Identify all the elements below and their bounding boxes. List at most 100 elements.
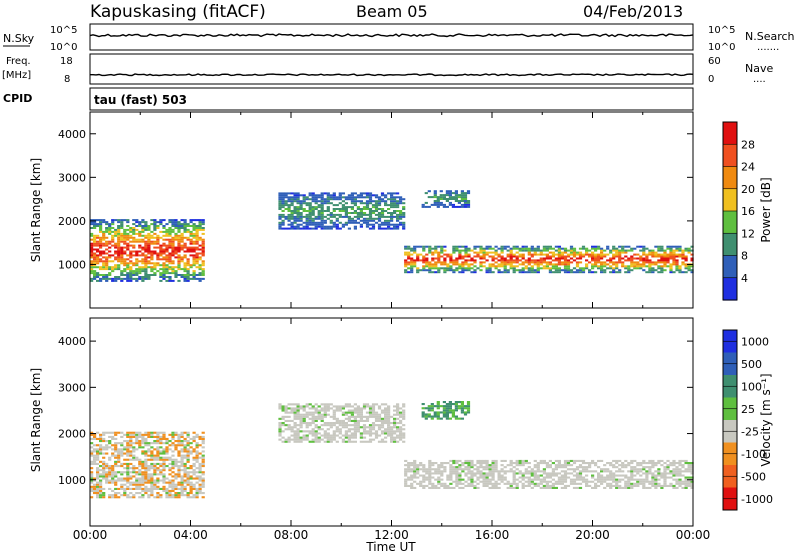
echo-cell	[448, 405, 452, 408]
echo-cell	[123, 452, 127, 455]
echo-cell	[648, 470, 652, 473]
echo-cell	[663, 259, 667, 262]
echo-cell	[141, 467, 145, 470]
echo-cell	[162, 433, 166, 436]
echo-cell	[123, 234, 127, 237]
echo-cell	[464, 468, 468, 471]
echo-cell	[515, 255, 519, 258]
echo-cell	[317, 221, 321, 224]
echo-cell	[588, 470, 592, 473]
echo-cell	[460, 198, 464, 200]
echo-cell	[362, 440, 367, 443]
echo-cell	[201, 260, 205, 263]
echo-cell	[399, 196, 403, 199]
echo-cell	[153, 236, 157, 239]
echo-cell	[678, 470, 682, 473]
echo-cell	[99, 483, 103, 486]
echo-cell	[681, 474, 685, 477]
echo-cell	[314, 217, 318, 220]
echo-cell	[144, 489, 148, 492]
echo-cell	[111, 279, 115, 282]
echo-cell	[362, 424, 367, 427]
echo-cell	[642, 484, 646, 487]
echo-cell	[588, 253, 592, 256]
echo-cell	[159, 246, 163, 249]
echo-cell	[320, 409, 324, 412]
echo-cell	[455, 476, 459, 479]
echo-cell	[129, 442, 133, 445]
echo-cell	[566, 259, 571, 262]
echo-cell	[371, 204, 376, 207]
echo-cell	[473, 474, 477, 477]
echo-cell	[458, 480, 462, 483]
echo-cell	[387, 208, 391, 210]
echo-cell	[515, 468, 519, 471]
echo-cell	[126, 442, 130, 445]
echo-cell	[108, 240, 112, 243]
echo-cell	[512, 480, 516, 483]
echo-cell	[117, 268, 121, 271]
echo-cell	[464, 484, 468, 487]
echo-cell	[600, 257, 604, 260]
echo-cell	[278, 225, 282, 228]
echo-cell	[171, 228, 175, 231]
echo-cell	[387, 409, 391, 412]
echo-cell	[126, 234, 130, 237]
echo-cell	[639, 257, 643, 260]
echo-cell	[506, 253, 510, 256]
echo-cell	[491, 265, 495, 268]
echo-cell	[509, 259, 513, 262]
echo-cell	[311, 221, 315, 224]
echo-cell	[183, 448, 187, 451]
echo-cell	[443, 259, 447, 262]
echo-cell	[198, 264, 202, 267]
echo-cell	[460, 417, 464, 420]
echo-cell	[410, 269, 414, 272]
echo-cell	[335, 430, 339, 433]
echo-cell	[621, 261, 625, 264]
echo-cell	[362, 436, 367, 439]
echo-cell	[135, 250, 139, 253]
echo-cell	[387, 198, 391, 201]
echo-cell	[399, 426, 403, 429]
echo-cell	[126, 225, 130, 227]
echo-cell	[419, 245, 423, 248]
echo-cell	[368, 415, 373, 418]
echo-cell	[132, 236, 136, 239]
echo-cell	[153, 266, 157, 269]
colorbar-tick-label: -100	[741, 448, 766, 461]
echo-cell	[171, 240, 175, 243]
echo-cell	[356, 413, 360, 416]
echo-cell	[645, 474, 649, 477]
echo-cell	[126, 268, 130, 271]
echo-cell	[129, 230, 133, 233]
echo-cell	[380, 438, 385, 441]
echo-cell	[585, 482, 589, 485]
echo-cell	[431, 486, 435, 489]
echo-cell	[186, 248, 190, 251]
echo-cell	[539, 257, 543, 260]
echo-cell	[374, 432, 379, 435]
echo-cell	[396, 436, 400, 439]
echo-cell	[150, 454, 154, 457]
echo-cell	[138, 469, 142, 472]
echo-cell	[138, 234, 142, 237]
echo-cell	[402, 213, 406, 216]
echo-cell	[132, 448, 136, 451]
echo-cell	[615, 271, 619, 274]
echo-cell	[585, 247, 589, 250]
echo-cell	[630, 459, 634, 462]
echo-cell	[278, 198, 282, 201]
echo-cell	[162, 462, 166, 465]
echo-cell	[374, 436, 379, 439]
echo-cell	[135, 433, 139, 436]
echo-cell	[347, 438, 351, 441]
echo-cell	[144, 258, 148, 261]
echo-cell	[338, 430, 342, 433]
echo-cell	[192, 483, 196, 486]
echo-cell	[326, 424, 330, 427]
echo-cell	[198, 469, 202, 472]
echo-cell	[156, 481, 160, 484]
echo-cell	[135, 492, 139, 495]
echo-cell	[434, 245, 438, 248]
